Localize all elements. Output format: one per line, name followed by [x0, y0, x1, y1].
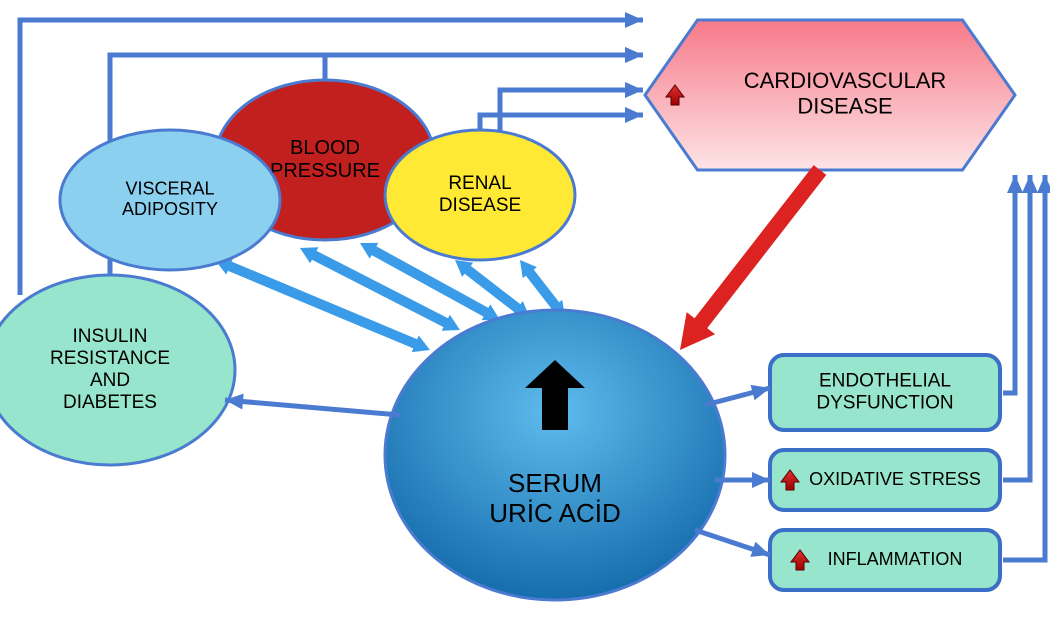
node-serum: SERUMURİC ACİD	[385, 310, 725, 600]
svg-text:RENAL: RENAL	[448, 173, 511, 194]
svg-text:ENDOTHELIAL: ENDOTHELIAL	[819, 371, 951, 392]
svg-text:INFLAMMATION: INFLAMMATION	[828, 549, 963, 569]
svg-text:PRESSURE: PRESSURE	[270, 160, 380, 182]
node-oxid: OXIDATIVE STRESS	[770, 450, 1000, 510]
svg-text:AND: AND	[90, 370, 130, 391]
svg-text:OXIDATIVE STRESS: OXIDATIVE STRESS	[809, 469, 981, 489]
svg-text:CARDIOVASCULAR: CARDIOVASCULAR	[744, 68, 947, 93]
svg-text:DISEASE: DISEASE	[797, 93, 892, 118]
svg-text:URİC ACİD: URİC ACİD	[489, 498, 620, 528]
svg-text:DISEASE: DISEASE	[439, 195, 521, 216]
svg-text:SERUM: SERUM	[508, 468, 602, 498]
svg-text:RESISTANCE: RESISTANCE	[50, 348, 170, 369]
svg-text:DYSFUNCTION: DYSFUNCTION	[816, 392, 953, 413]
node-inflam: INFLAMMATION	[770, 530, 1000, 590]
node-endo: ENDOTHELIALDYSFUNCTION	[770, 355, 1000, 430]
node-renal: RENALDISEASE	[385, 130, 575, 260]
svg-text:ADIPOSITY: ADIPOSITY	[122, 199, 218, 219]
svg-text:VISCERAL: VISCERAL	[125, 178, 214, 198]
node-cardio: CARDIOVASCULARDISEASE	[645, 20, 1015, 170]
node-visceral: VISCERALADIPOSITY	[60, 130, 280, 270]
svg-text:DIABETES: DIABETES	[63, 392, 157, 413]
svg-text:INSULIN: INSULIN	[73, 326, 148, 347]
node-insulin: INSULINRESISTANCEANDDIABETES	[0, 275, 235, 465]
svg-text:BLOOD: BLOOD	[290, 137, 360, 159]
diagram-canvas: INSULINRESISTANCEANDDIABETES BLOODPRESSUR…	[0, 0, 1050, 624]
